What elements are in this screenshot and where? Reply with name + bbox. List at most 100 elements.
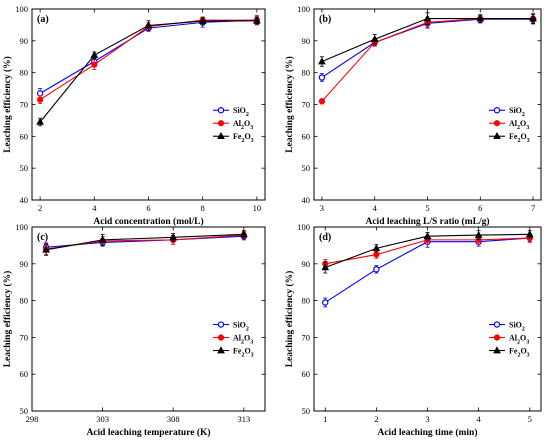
panel-d-ytick-label: 50 bbox=[302, 406, 311, 416]
panel-c-ytick-label: 80 bbox=[20, 296, 29, 306]
panel-b-xtick-label: 6 bbox=[478, 203, 482, 213]
panel-a-ytick-label: 80 bbox=[20, 68, 29, 78]
panel-c-label: (c) bbox=[37, 232, 48, 243]
panel-d-xtick-label: 4 bbox=[477, 414, 482, 424]
panel-d-series-2-point bbox=[474, 230, 483, 238]
panel-a-series-1-point bbox=[37, 96, 44, 103]
panel-b-legend-entry: Fe2O3 bbox=[509, 132, 530, 144]
panel-c-series-2-point bbox=[42, 245, 50, 253]
panel-a-series-2-point bbox=[90, 50, 99, 58]
panel-c-xtick-label: 308 bbox=[167, 414, 180, 424]
panel-a-frame bbox=[31, 8, 266, 201]
panel-b-series-2 bbox=[318, 12, 537, 67]
panel-d-series-1-point bbox=[373, 251, 380, 258]
panel-c-series-2 bbox=[42, 230, 248, 256]
panel-b-xtick-label: 7 bbox=[531, 203, 535, 213]
panel-c-ytick-label: 70 bbox=[20, 332, 29, 342]
panel-a-xlabel: Acid concentration (mol/L) bbox=[93, 216, 203, 227]
panel-a-ytick-label: 70 bbox=[20, 100, 29, 110]
panel-b-series-1-point bbox=[318, 98, 326, 105]
panel-d-legend-entry: Al2O3 bbox=[509, 334, 529, 346]
panel-d-xtick-label: 2 bbox=[374, 414, 378, 424]
panel-c-xlabel: Acid leaching temperature (K) bbox=[86, 427, 210, 438]
panel-c-legend-swatch-marker bbox=[217, 334, 225, 341]
panel-d-series-0-line bbox=[324, 237, 530, 303]
panel-c-frame bbox=[31, 226, 266, 412]
panel-b-xtick-label: 4 bbox=[373, 203, 378, 213]
panel-c-xtick-label: 303 bbox=[96, 414, 109, 424]
panel-a-series-2-point bbox=[252, 16, 261, 24]
panel-d-xtick-label: 5 bbox=[528, 414, 532, 424]
panel-b-frame bbox=[313, 8, 542, 201]
panel-a-legend-swatch-marker bbox=[217, 120, 225, 127]
panel-d-series-0 bbox=[322, 233, 533, 308]
panel-a-ytick-label: 90 bbox=[20, 36, 29, 46]
panel-b-legend-entry: Al2O3 bbox=[509, 119, 529, 131]
panel-b-series-0-point bbox=[318, 74, 326, 81]
panel-b-ytick-label: 100 bbox=[297, 4, 310, 14]
panel-c-legend-swatch-marker bbox=[217, 321, 225, 328]
panel-d-ytick-label: 80 bbox=[302, 296, 311, 306]
panel-c-series-2-point bbox=[169, 233, 178, 241]
panel-a-series-2-line bbox=[39, 20, 257, 123]
panel-a-xtick-label: 10 bbox=[253, 203, 262, 213]
panel-b-xlabel: Acid leaching L/S ratio (mL/g) bbox=[365, 216, 489, 227]
panel-d-ytick-label: 90 bbox=[302, 259, 311, 269]
panel-b-ytick-label: 80 bbox=[302, 68, 311, 78]
panel-a-series-2-point bbox=[144, 21, 153, 29]
panel-c-ytick-label: 50 bbox=[20, 406, 29, 416]
panel-d-legend-entry: Fe2O3 bbox=[509, 347, 530, 359]
panel-d-ytick-label: 60 bbox=[302, 369, 311, 379]
panel-a-series-2-point bbox=[198, 16, 207, 24]
panel-c-xtick-label: 298 bbox=[26, 414, 39, 424]
panel-c-ylabel: Leaching efficiency (%) bbox=[2, 271, 13, 368]
panel-b: 40 50 60 70 80 90 100 3 4 5 6 7 Acid leaching L/S ra… bbox=[284, 4, 542, 227]
panel-a-xtick-label: 2 bbox=[38, 203, 42, 213]
panel-c-legend-swatch-marker bbox=[217, 346, 225, 354]
panel-a: 40 50 60 70 80 90 100 2 4 6 8 10 Acid concentration … bbox=[2, 4, 266, 227]
panel-d-series-2 bbox=[321, 230, 534, 274]
panel-a-series-2 bbox=[36, 16, 261, 127]
panel-d-ytick-label: 70 bbox=[302, 332, 311, 342]
panel-b-legend-swatch-marker bbox=[493, 132, 501, 140]
panel-a-legend-swatch-marker bbox=[217, 132, 225, 140]
panel-d-xlabel: Acid leaching time (min) bbox=[377, 427, 477, 438]
panel-b-ytick-label: 60 bbox=[302, 131, 311, 141]
panel-c-series-2-line bbox=[46, 233, 244, 251]
panel-d-legend-swatch-marker bbox=[493, 346, 501, 354]
panel-a-xtick-label: 4 bbox=[92, 203, 97, 213]
panel-d-ylabel: Leaching efficiency (%) bbox=[284, 271, 295, 368]
panel-d-series-0-point bbox=[373, 266, 380, 273]
panel-d-label: (d) bbox=[319, 232, 331, 243]
panel-d: 50 60 70 80 90 100 1 2 3 4 5 Acid leaching time (mi… bbox=[284, 222, 542, 438]
panel-b-series-2-point bbox=[529, 14, 537, 22]
panel-b-series-2-point bbox=[476, 14, 485, 22]
panel-d-series-2-point bbox=[423, 231, 432, 240]
panel-b-ytick-label: 90 bbox=[302, 36, 311, 46]
panel-d-legend-swatch-marker bbox=[493, 321, 501, 328]
panel-a-xtick-label: 8 bbox=[201, 203, 205, 213]
panel-d-series-2-point bbox=[525, 230, 534, 238]
panel-b-series-1-line bbox=[321, 17, 534, 102]
panel-d-series-2-point bbox=[321, 263, 330, 271]
panel-a-series-0-point bbox=[36, 90, 44, 97]
panel-a-label: (a) bbox=[37, 14, 49, 25]
panel-a-series-1-point bbox=[91, 61, 98, 68]
panel-d-legend-swatch-marker bbox=[493, 334, 501, 341]
panel-a-ytick-label: 60 bbox=[20, 131, 29, 141]
panel-c-xtick-label: 313 bbox=[237, 414, 250, 424]
panel-a-series-2-point bbox=[36, 117, 45, 125]
panel-c-series-1 bbox=[43, 231, 247, 256]
panel-a-ylabel: Leaching efficiency (%) bbox=[2, 56, 13, 153]
panel-b-ytick-label: 40 bbox=[302, 195, 311, 205]
panel-a-series-1-line bbox=[39, 19, 257, 101]
panel-d-xtick-label: 3 bbox=[425, 414, 429, 424]
panel-d-ytick-label: 100 bbox=[297, 222, 310, 232]
panel-c-legend-entry: SiO2 bbox=[233, 321, 249, 333]
panel-a-ytick-label: 40 bbox=[20, 195, 29, 205]
panel-d-xtick-label: 1 bbox=[323, 414, 327, 424]
